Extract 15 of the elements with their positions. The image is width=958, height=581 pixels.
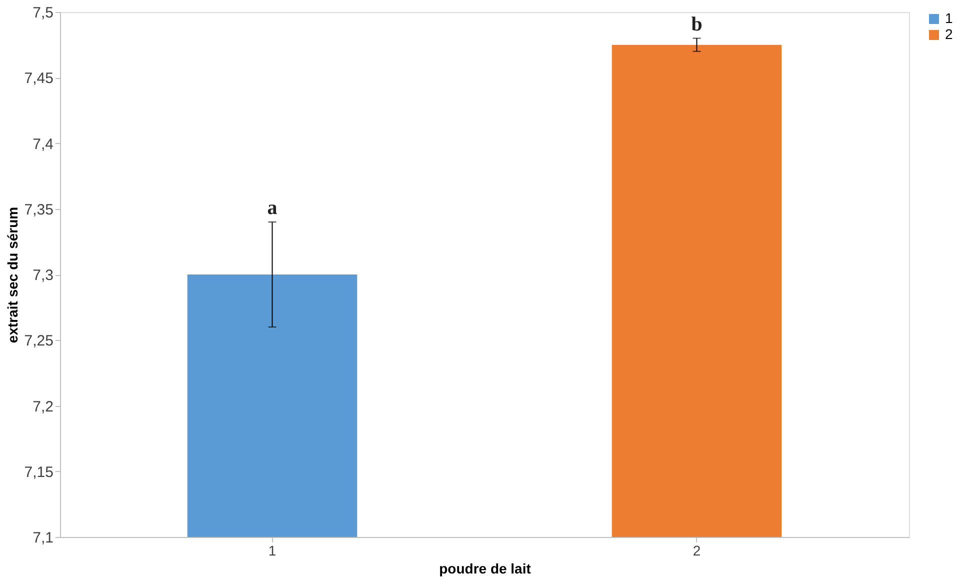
y-tick-label: 7,35 — [24, 201, 54, 218]
y-tick-label: 7,2 — [32, 398, 54, 416]
annotation: b — [691, 13, 702, 36]
y-tick-label: 7,4 — [32, 136, 54, 153]
y-axis-title: extrait sec du sérum — [4, 206, 20, 344]
y-tick-label: 7,1 — [32, 530, 54, 546]
x-axis-title: poudre de lait — [439, 560, 532, 576]
legend-label: 2 — [945, 26, 953, 42]
y-tick-label: 7,3 — [32, 267, 54, 284]
y-tick-label: 7,15 — [24, 464, 54, 481]
annotation: a — [267, 197, 278, 219]
y-tick-label: 7,5 — [32, 4, 54, 22]
y-tick-label: 7,25 — [24, 332, 54, 350]
y-tick-label: 7,45 — [24, 70, 54, 88]
legend-label: 1 — [945, 10, 953, 26]
